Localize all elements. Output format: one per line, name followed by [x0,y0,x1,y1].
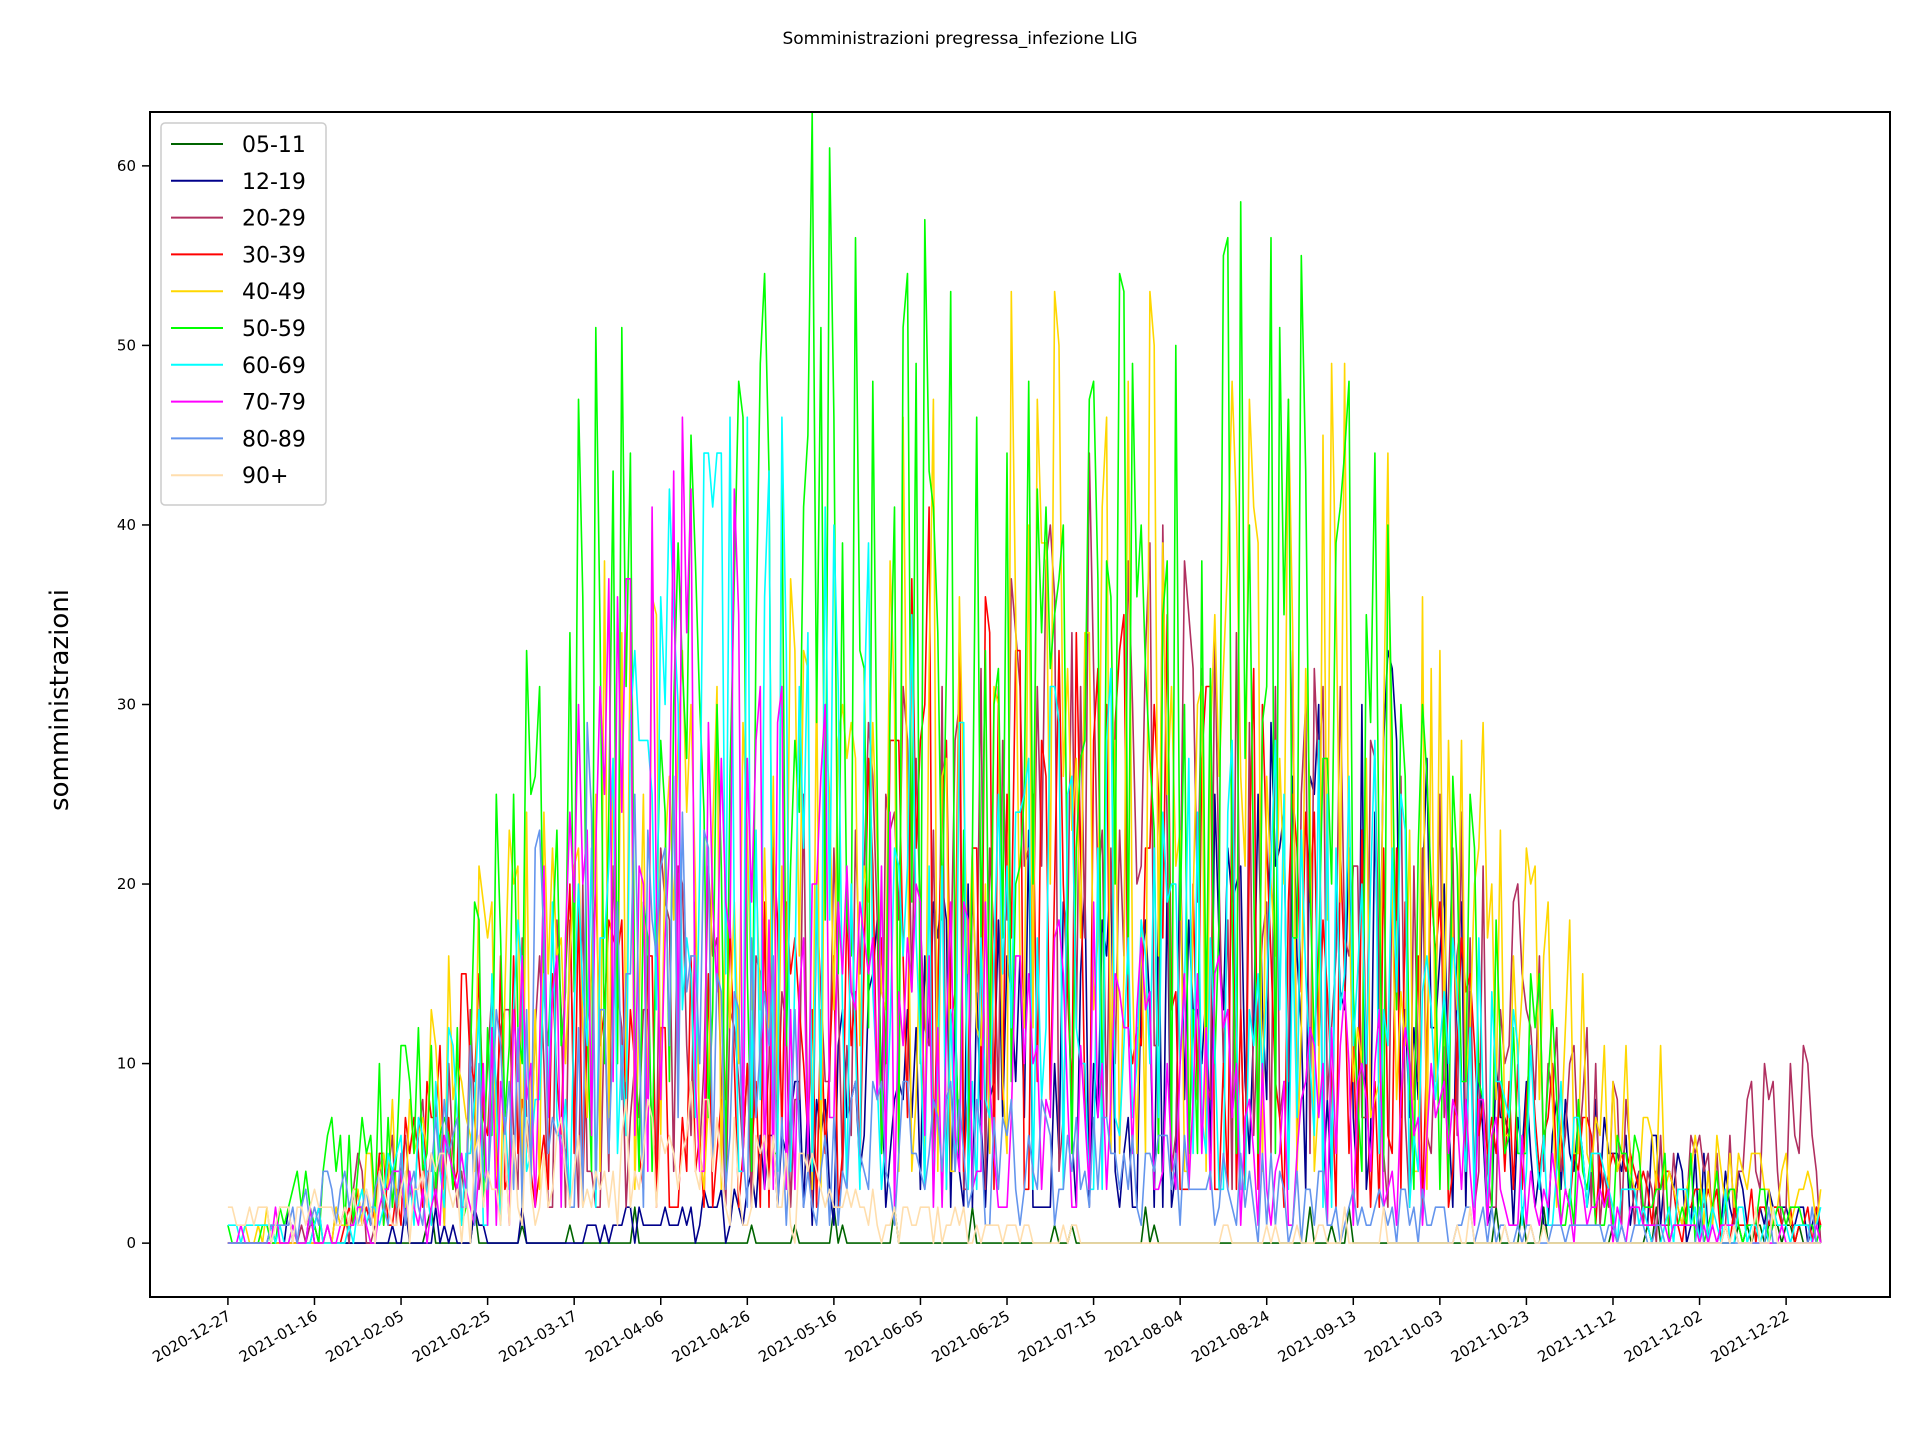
y-tick-label: 20 [117,875,136,893]
x-tick-label: 2020-12-27 [149,1307,234,1366]
legend-label-12-19: 12-19 [242,170,306,195]
x-tick-label: 2021-07-15 [1015,1307,1100,1366]
x-tick-label: 2021-09-13 [1275,1307,1360,1366]
legend-label-50-59: 50-59 [242,317,306,342]
x-tick-label: 2021-06-05 [842,1307,927,1366]
y-tick-label: 0 [126,1234,136,1252]
x-tick-label: 2021-04-26 [669,1307,754,1366]
series-line-30-39 [227,506,1822,1244]
x-tick-label: 2021-03-17 [496,1307,581,1366]
x-tick-label: 2021-12-02 [1621,1307,1706,1366]
x-tick-label: 2021-06-25 [929,1307,1014,1366]
x-tick-label: 2021-05-16 [755,1307,840,1366]
plot-area [227,111,1822,1244]
legend-label-30-39: 30-39 [242,243,306,268]
x-tick-label: 2021-04-06 [582,1307,667,1366]
x-tick-label: 2021-02-05 [323,1307,408,1366]
legend-label-60-69: 60-69 [242,354,306,379]
x-tick-label: 2021-08-24 [1188,1307,1273,1366]
chart-title: Somministrazioni pregressa_infezione LIG [782,29,1137,49]
legend-label-40-49: 40-49 [242,280,306,305]
x-tick-label: 2021-11-12 [1534,1307,1619,1366]
x-tick-label: 2021-01-16 [236,1307,321,1366]
series-line-60-69 [227,416,1822,1244]
x-tick-label: 2021-10-03 [1361,1307,1446,1366]
legend-label-80-89: 80-89 [242,427,306,452]
legend: 05-11 12-19 20-29 30-39 40-49 50-59 60-69 70-79… [160,122,327,506]
y-tick-label: 40 [117,516,136,534]
y-axis-label: somministrazioni [45,589,75,811]
y-tick-label: 30 [117,696,136,714]
x-tick-label: 2021-12-22 [1708,1307,1793,1366]
y-tick-label: 60 [117,157,136,175]
y-tick-label: 10 [117,1055,136,1073]
series-line-90+ [227,1080,1821,1244]
x-tick-label: 2021-08-04 [1102,1307,1187,1366]
x-tick-label: 2021-10-23 [1448,1307,1533,1366]
x-tick-label: 2021-02-25 [409,1307,494,1366]
legend-label-05-11: 05-11 [242,133,306,158]
legend-label-90+: 90+ [242,464,288,489]
y-tick-label: 50 [117,336,136,354]
legend-label-70-79: 70-79 [242,391,306,416]
series-line-80-89 [227,721,1821,1244]
legend-label-20-29: 20-29 [242,207,306,232]
